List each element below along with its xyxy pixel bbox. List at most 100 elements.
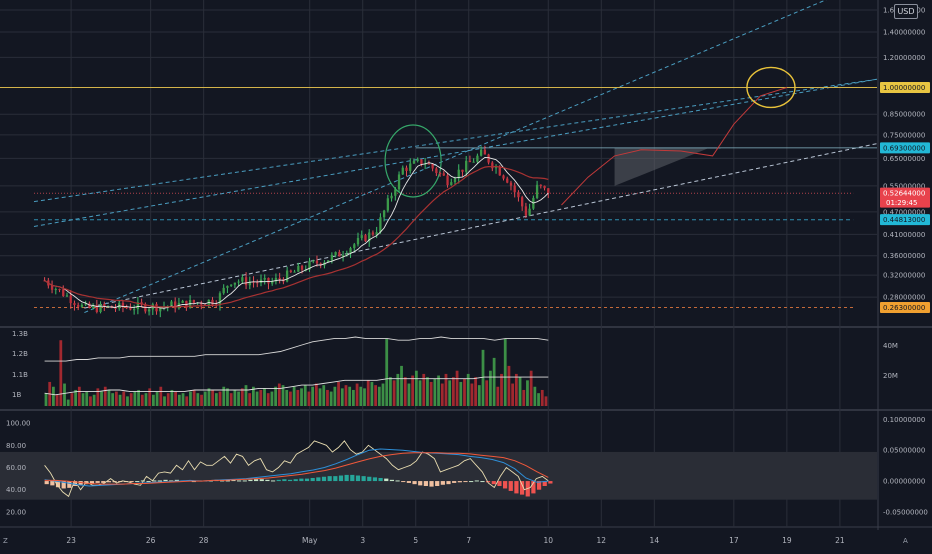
osc-left-tick: 100.00: [6, 420, 31, 428]
candle-body: [226, 285, 229, 288]
candle-body: [125, 307, 128, 309]
timezone-icon[interactable]: Z: [3, 537, 8, 545]
volume-bar: [181, 393, 185, 406]
macd-histogram-bar: [378, 477, 383, 482]
oscillator-pane: 100.00 80.00 60.00 40.00 20.00 0.10000000 0.05…: [0, 416, 928, 516]
macd-histogram-bar: [338, 475, 344, 482]
macd-histogram-bar: [89, 481, 95, 484]
time-axis[interactable]: 23 26 28 May 3 5 7 10 12 14 17 19 21: [66, 536, 845, 545]
macd-histogram-bar: [469, 481, 474, 483]
drawing-annotations: [0, 0, 878, 314]
candle-body: [461, 169, 464, 172]
volume-bar: [437, 375, 440, 406]
volume-bar: [544, 396, 548, 406]
volume-bar: [163, 396, 166, 406]
macd-histogram-bar: [480, 481, 485, 483]
candle-body: [69, 295, 72, 304]
volume-bar: [203, 391, 207, 406]
volume-bar: [329, 391, 333, 406]
mid-channel-line: [33, 78, 878, 227]
macd-histogram-bar: [129, 481, 134, 483]
candle-body: [498, 167, 501, 176]
volume-bar: [351, 389, 355, 406]
macd-histogram-bar: [423, 481, 428, 486]
volume-bar: [126, 396, 129, 406]
macd-histogram-bar: [270, 480, 276, 482]
x-tick-label: 19: [782, 536, 792, 545]
macd-histogram-bar: [95, 481, 100, 483]
candle-body: [62, 289, 65, 297]
macd-histogram-bar: [457, 481, 462, 483]
candle-body: [256, 282, 259, 284]
volume-bar: [340, 388, 344, 406]
volume-left-tick: 1.1B: [12, 371, 28, 379]
candle-body: [360, 235, 363, 239]
macd-histogram-bar: [310, 477, 315, 482]
macd-histogram-bar: [401, 481, 406, 483]
macd-histogram-bar: [418, 481, 423, 486]
volume-bar: [292, 386, 296, 406]
macd-histogram-bar: [435, 481, 440, 486]
volume-bar: [359, 386, 363, 406]
candle-body: [382, 210, 386, 218]
candle-body: [300, 265, 304, 270]
volume-bar: [159, 386, 163, 406]
volume-bar: [137, 389, 140, 406]
volume-bar: [155, 391, 159, 406]
oscillator-band: [0, 451, 877, 500]
volume-bar: [370, 381, 374, 406]
volume-bar: [118, 394, 122, 406]
y-tick-label: 0.32000000: [883, 272, 925, 280]
volume-bar: [429, 381, 433, 406]
volume-long-line: [44, 336, 549, 362]
y-tick-label: 0.28000000: [883, 294, 925, 302]
y-tick-label: 1.40000000: [883, 29, 925, 37]
rsi-line: [44, 440, 549, 498]
volume-bar: [451, 377, 455, 406]
volume-right-tick: 20M: [883, 372, 898, 380]
volume-bar: [237, 391, 240, 406]
volume-bar: [248, 393, 252, 406]
macd-histogram-bar: [248, 479, 253, 482]
volume-bar: [381, 383, 385, 406]
x-tick-label: 3: [360, 536, 365, 545]
candle-body: [468, 160, 472, 163]
volume-bar: [433, 378, 437, 406]
candle-body: [338, 252, 341, 257]
x-tick-label: 23: [66, 536, 76, 545]
currency-button[interactable]: USD: [894, 4, 918, 19]
volume-bar: [285, 389, 289, 406]
volume-bar: [89, 396, 92, 406]
macd-histogram-bar: [101, 481, 106, 483]
candle-body: [476, 155, 479, 162]
candle-body: [289, 270, 293, 272]
volume-bar: [222, 386, 226, 406]
countdown-label: 01:29:45: [886, 199, 917, 207]
macd-histogram-bar: [174, 479, 179, 482]
candle-body: [58, 289, 61, 291]
candle-body: [479, 149, 483, 156]
osc-right-tick: 0.10000000: [883, 416, 925, 424]
candle-body: [263, 277, 266, 280]
volume-bar: [385, 338, 389, 406]
macd-histogram-bar: [548, 481, 553, 484]
macd-histogram-bar: [231, 479, 236, 482]
macd-histogram-bar: [542, 481, 547, 486]
macd-histogram-bar: [106, 481, 112, 483]
macd-histogram-bar: [237, 480, 242, 482]
candle-body: [494, 167, 498, 169]
candle-body: [438, 172, 442, 174]
volume-bar: [114, 391, 118, 406]
x-tick-label: 10: [544, 536, 554, 545]
candle-body: [159, 306, 162, 312]
macd-histogram-bar: [276, 479, 281, 482]
macd-histogram-bar: [242, 480, 247, 482]
candle-body: [54, 289, 57, 291]
price-tag-label: 0.44813000: [883, 216, 925, 224]
candle-body: [285, 270, 289, 282]
volume-bar: [344, 385, 348, 406]
auto-scale-icon[interactable]: A: [903, 537, 908, 545]
volume-bar: [274, 386, 277, 406]
